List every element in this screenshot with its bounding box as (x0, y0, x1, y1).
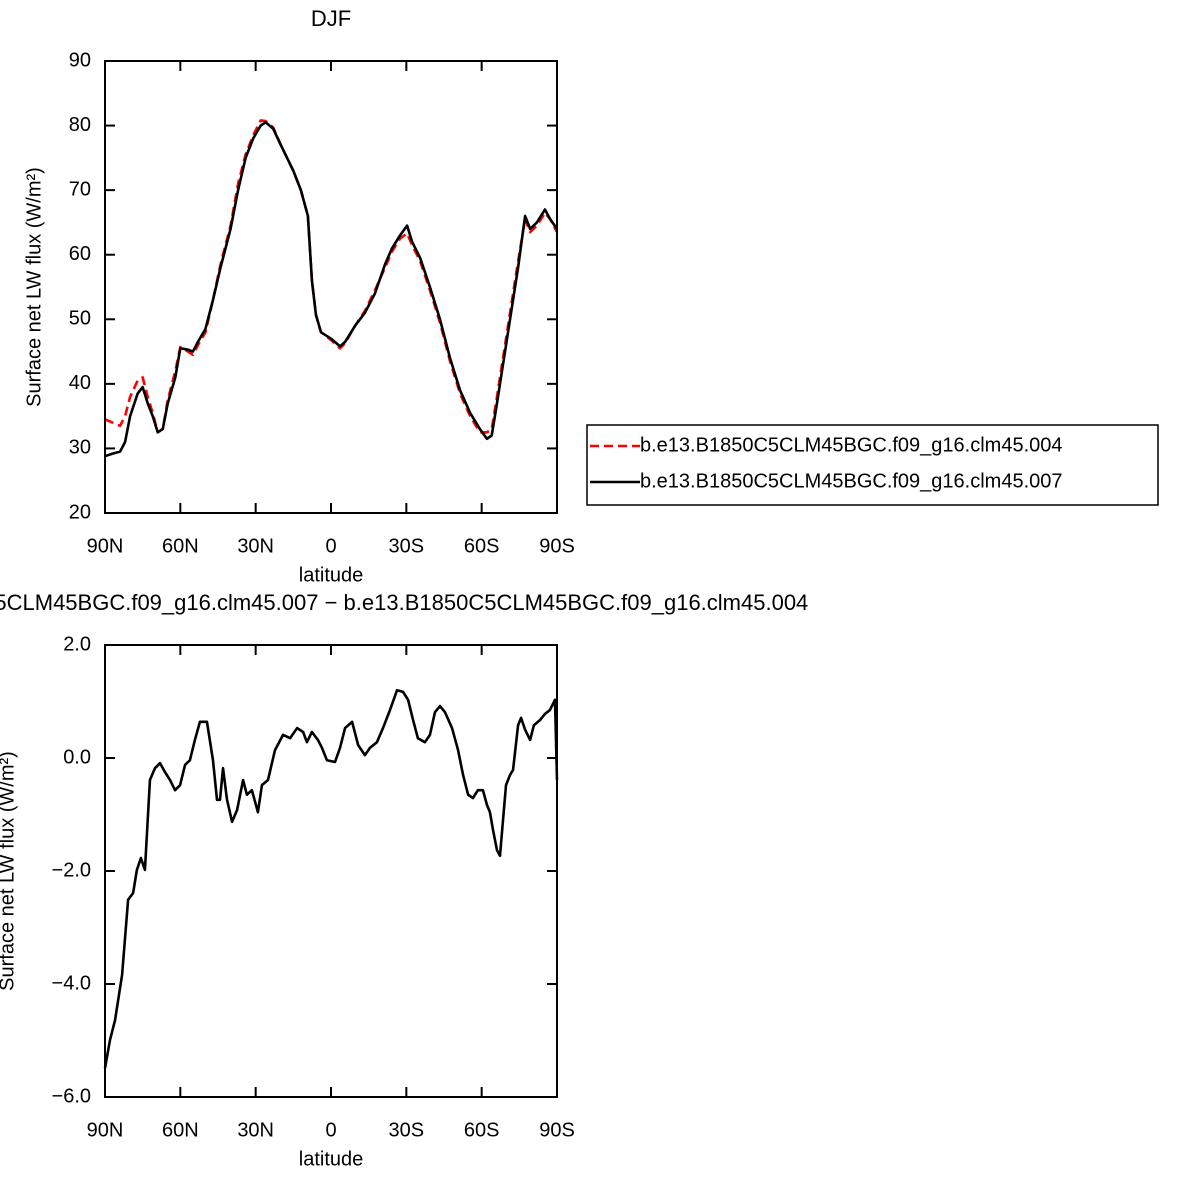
y-tick-label: 50 (69, 308, 91, 330)
x-tick-label: 30N (237, 535, 274, 557)
x-tick-label: 90S (539, 1119, 575, 1141)
x-tick-label: 30S (389, 535, 425, 557)
y-tick-label: −4.0 (52, 972, 91, 994)
data-line (104, 121, 559, 458)
y-tick-label: 2.0 (63, 633, 91, 655)
x-axis-label: latitude (299, 564, 364, 586)
chart-title: DJF (311, 6, 351, 31)
y-axis-label: Surface net LW flux (W/m²) (23, 167, 45, 407)
y-tick-label: −2.0 (52, 859, 91, 881)
x-tick-label: 60N (162, 1119, 199, 1141)
x-tick-label: 60S (464, 1119, 500, 1141)
plot-frame (104, 644, 558, 1098)
legend-label: b.e13.B1850C5CLM45BGC.f09_g16.clm45.007 (640, 470, 1063, 492)
data-line (103, 688, 559, 1069)
legend-box (586, 424, 1159, 506)
y-tick-label: −6.0 (52, 1085, 91, 1107)
legend: b.e13.B1850C5CLM45BGC.f09_g16.clm45.004b… (586, 424, 1159, 506)
y-tick-label: 70 (69, 178, 91, 200)
x-tick-label: 0 (325, 1119, 336, 1141)
x-tick-label: 30N (237, 1119, 274, 1141)
y-tick-label: 90 (69, 49, 91, 71)
x-axis-label: latitude (299, 1148, 364, 1170)
x-tick-label: 60S (464, 535, 500, 557)
x-tick-label: 90N (87, 535, 124, 557)
legend-label: b.e13.B1850C5CLM45BGC.f09_g16.clm45.004 (640, 434, 1063, 456)
x-tick-label: 90S (539, 535, 575, 557)
y-tick-label: 60 (69, 243, 91, 265)
y-tick-label: 20 (69, 501, 91, 523)
y-tick-label: 0.0 (63, 746, 91, 768)
chart-title: b.e13.B1850C5CLM45BGC.f09_g16.clm45.007 … (0, 590, 808, 615)
x-tick-label: 90N (87, 1119, 124, 1141)
x-tick-label: 60N (162, 535, 199, 557)
x-tick-label: 0 (325, 535, 336, 557)
y-tick-label: 30 (69, 437, 91, 459)
y-tick-label: 80 (69, 114, 91, 136)
plot-frame (104, 60, 558, 514)
y-tick-label: 40 (69, 372, 91, 394)
x-tick-label: 30S (389, 1119, 425, 1141)
y-axis-label: Surface net LW flux (W/m²) (0, 751, 18, 991)
